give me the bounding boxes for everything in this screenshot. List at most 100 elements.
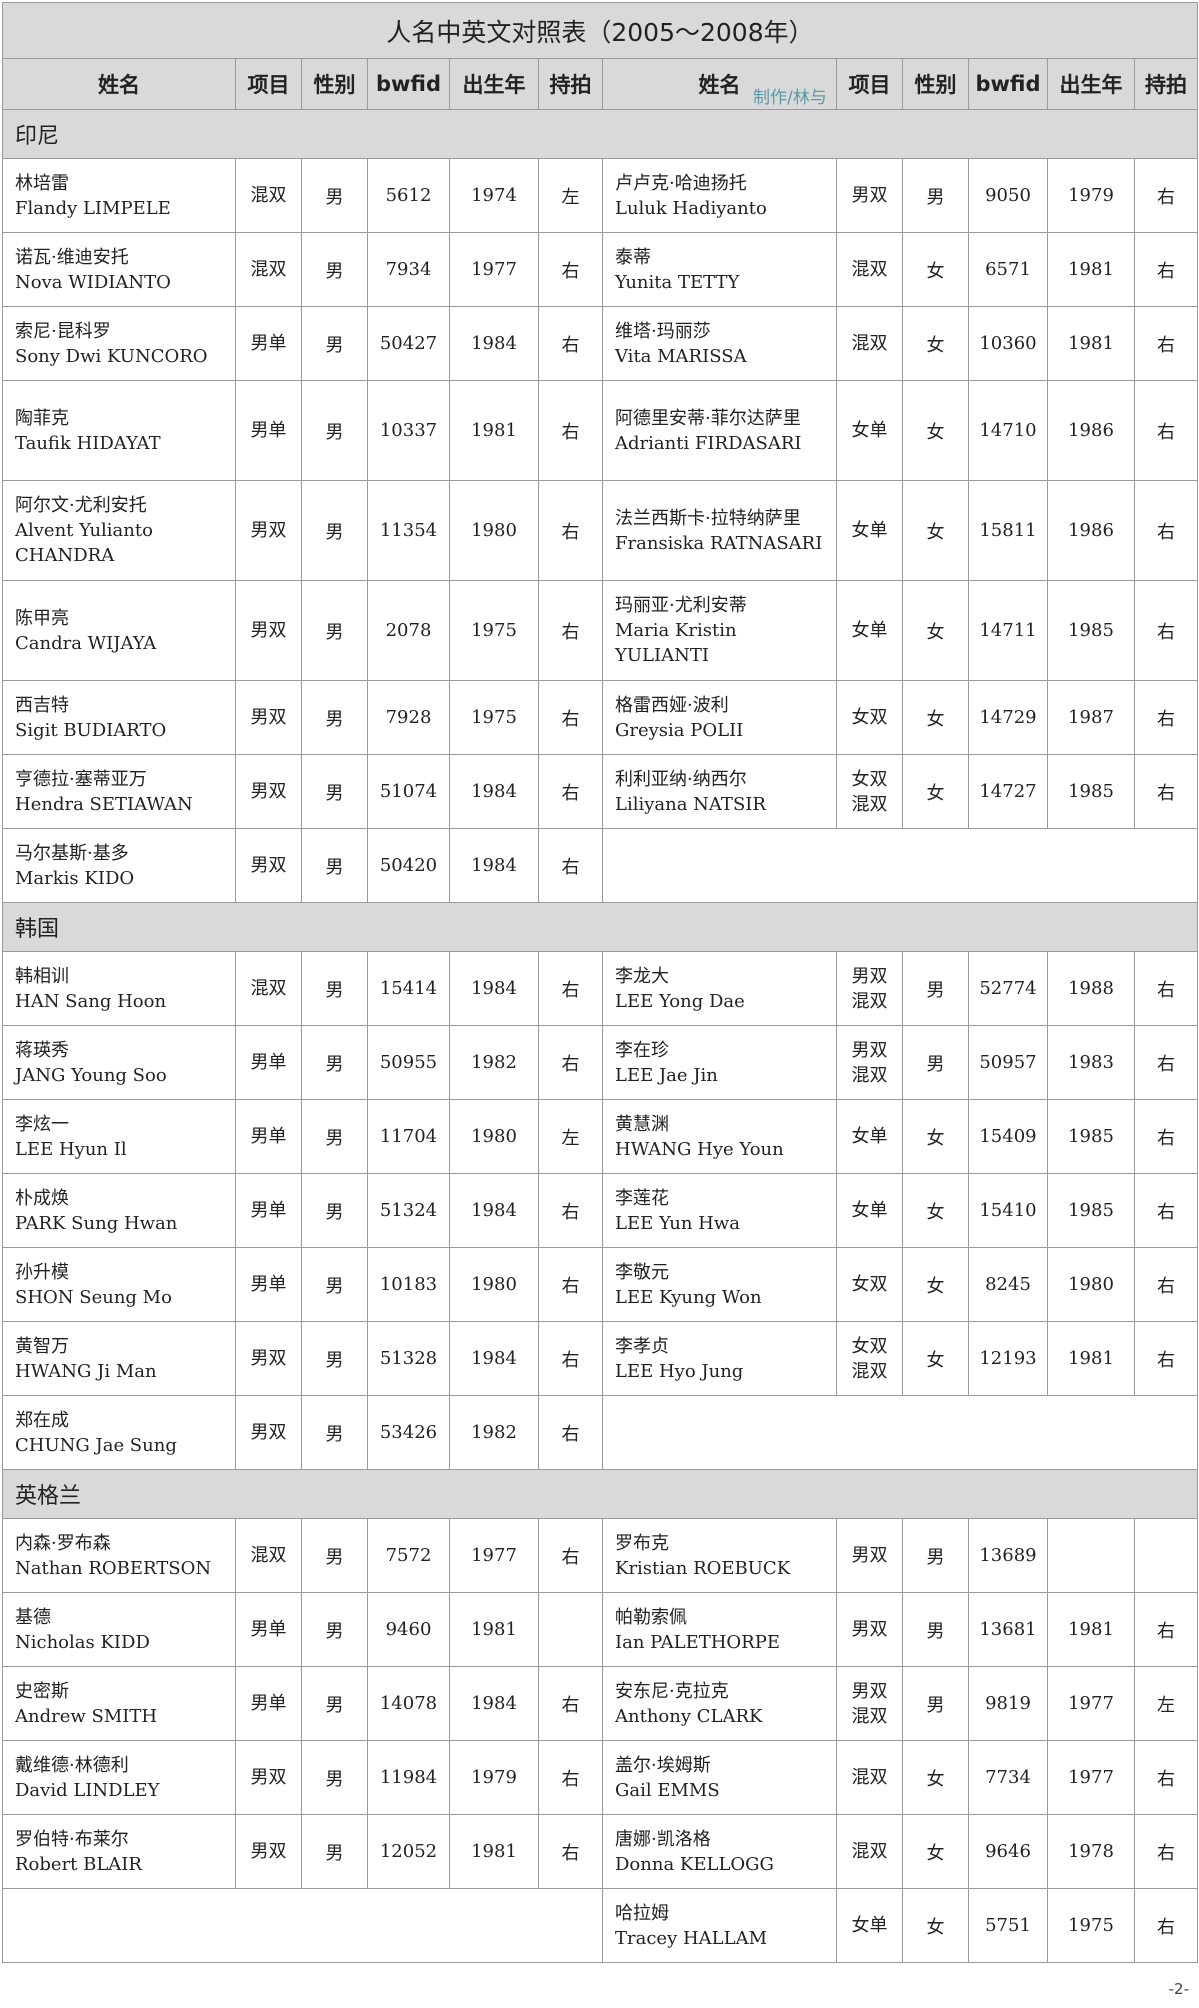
event-cell: 混双 [235,232,302,307]
handedness-cell: 右 [538,754,603,829]
sex-cell: 男 [301,306,368,381]
bwfid-cell: 53426 [367,1395,450,1470]
event-label: 混双 [851,990,888,1012]
sex-cell: 男 [902,158,969,233]
player-name-cell: 李炫一 LEE Hyun Il [2,1099,236,1174]
birth-year-cell: 1984 [449,1321,539,1396]
birth-year-cell: 1981 [449,380,539,481]
player-name-zh: 法兰西斯卡·拉特纳萨里 [615,507,801,529]
event-label: 男双 [250,1422,287,1443]
player-name-cell: 诺瓦·维迪安托 Nova WIDIANTO [2,232,236,307]
event-cell: 男单 [235,1247,302,1322]
handedness-cell: 右 [1134,680,1198,755]
handedness-cell: 右 [1134,380,1198,481]
player-name-cell: 史密斯 Andrew SMITH [2,1666,236,1741]
bwfid-cell: 8245 [968,1247,1048,1322]
event-label: 男双 [250,1348,287,1369]
player-name-en: Luluk Hadiyanto [615,197,767,219]
table-row: 史密斯 Andrew SMITH 男单男 14078 1984 右安东尼·克拉克 Antho… [2,1666,1198,1741]
event-label: 女单 [851,620,888,641]
birth-year-cell: 1980 [449,1099,539,1174]
player-name-en: LEE Yong Dae [615,990,745,1012]
bwfid-cell: 7928 [367,680,450,755]
handedness-cell [1134,1518,1198,1593]
player-name-cell: 法兰西斯卡·拉特纳萨里 Fransiska RATNASARI [602,480,837,581]
table-row: 孙升模 SHON Seung Mo 男单男 10183 1980 右李敬元 LEE Kyun… [2,1247,1198,1322]
handedness-cell: 右 [538,828,603,903]
sex-cell: 女 [902,232,969,307]
column-header: 性别 [301,58,368,110]
player-name-zh: 阿尔文·尤利安托 [15,495,147,516]
player-name-zh: 西吉特 [15,694,69,716]
event-cell: 混双 [836,1740,903,1815]
event-cell: 混双 [235,158,302,233]
player-name-cell: 黄智万 HWANG Ji Man [2,1321,236,1396]
table-row: 基德 Nicholas KIDD 男单男 9460 1981 帕勒索佩 Ian PALETH… [2,1592,1198,1667]
player-name-zh: 亨德拉·塞蒂亚万 [15,768,147,790]
event-label: 男双 [851,185,888,206]
event-cell: 男双 [235,754,302,829]
handedness-cell: 右 [538,1814,603,1889]
sex-cell: 男 [902,1666,969,1741]
birth-year-cell: 1983 [1047,1025,1135,1100]
empty-cell [602,1395,1198,1470]
event-label: 男双 [250,707,287,728]
event-cell: 男单 [235,1173,302,1248]
player-name-en: Greysia POLII [615,719,744,741]
column-header: 姓名 [2,58,236,110]
bwfid-cell: 51328 [367,1321,450,1396]
column-header: 持拍 [1134,58,1198,110]
player-name-cell: 唐娜·凯洛格 Donna KELLOGG [602,1814,837,1889]
player-name-zh: 玛丽亚·尤利安蒂 [615,595,747,616]
event-cell: 男双 [235,828,302,903]
sex-cell: 女 [902,306,969,381]
table-row: 索尼·昆科罗 Sony Dwi KUNCORO 男单男 50427 1984 右维塔·玛丽… [2,306,1198,381]
player-name-zh: 戴维德·林德利 [15,1754,129,1776]
player-name-en: Kristian ROEBUCK [615,1557,791,1579]
birth-year-cell: 1981 [1047,1592,1135,1667]
player-name-en: Liliyana NATSIR [615,793,766,815]
handedness-cell: 右 [538,680,603,755]
table-row: 郑在成 CHUNG Jae Sung 男双男 53426 1982 右 [2,1395,1198,1470]
birth-year-cell: 1981 [1047,232,1135,307]
event-label: 男双 [250,520,287,541]
player-name-en: Flandy LIMPELE [15,197,171,219]
event-label: 女单 [851,1126,888,1147]
bwfid-cell: 50420 [367,828,450,903]
player-name-en: SHON Seung Mo [15,1286,172,1308]
player-name-en: Gail EMMS [615,1779,720,1801]
bwfid-cell: 9050 [968,158,1048,233]
birth-year-cell: 1984 [449,1173,539,1248]
event-label: 混双 [250,185,287,206]
bwfid-cell: 7734 [968,1740,1048,1815]
table-row: 哈拉姆 Tracey HALLAM 女单女 5751 1975 右 [2,1888,1198,1963]
player-name-en: David LINDLEY [15,1779,160,1801]
player-name-zh: 林培雷 [15,172,69,194]
table-row: 罗伯特·布莱尔 Robert BLAIR 男双男 12052 1981 右唐娜·凯洛格 Do… [2,1814,1198,1889]
player-name-cell: 孙升模 SHON Seung Mo [2,1247,236,1322]
birth-year-cell: 1979 [449,1740,539,1815]
column-header: 姓名 制作∕林与 [602,58,837,110]
player-name-zh: 安东尼·克拉克 [615,1680,729,1702]
sex-cell: 女 [902,1888,969,1963]
event-label: 男双 [250,1841,287,1862]
player-name-zh: 陶菲克 [15,407,69,429]
player-name-cell: 朴成焕 PARK Sung Hwan [2,1173,236,1248]
section-header-row: 韩国 [2,902,1198,952]
player-name-en: Sony Dwi KUNCORO [15,345,208,367]
table-row: 李炫一 LEE Hyun Il 男单男 11704 1980 左黄慧渊 HWANG Hye … [2,1099,1198,1174]
event-cell: 男单 [235,1666,302,1741]
handedness-cell: 左 [538,1099,603,1174]
event-label: 男双 [250,855,287,876]
player-name-en: LEE Yun Hwa [615,1212,741,1234]
event-cell: 男双 [836,1518,903,1593]
sex-cell: 男 [301,1592,368,1667]
player-name-zh: 盖尔·埃姆斯 [615,1754,711,1776]
player-name-cell: 亨德拉·塞蒂亚万 Hendra SETIAWAN [2,754,236,829]
player-name-en: Tracey HALLAM [615,1927,767,1949]
handedness-cell: 右 [538,1395,603,1470]
birth-year-cell: 1978 [1047,1814,1135,1889]
player-name-cell: 李孝贞 LEE Hyo Jung [602,1321,837,1396]
handedness-cell: 右 [538,951,603,1026]
player-name-zh: 郑在成 [15,1409,69,1431]
